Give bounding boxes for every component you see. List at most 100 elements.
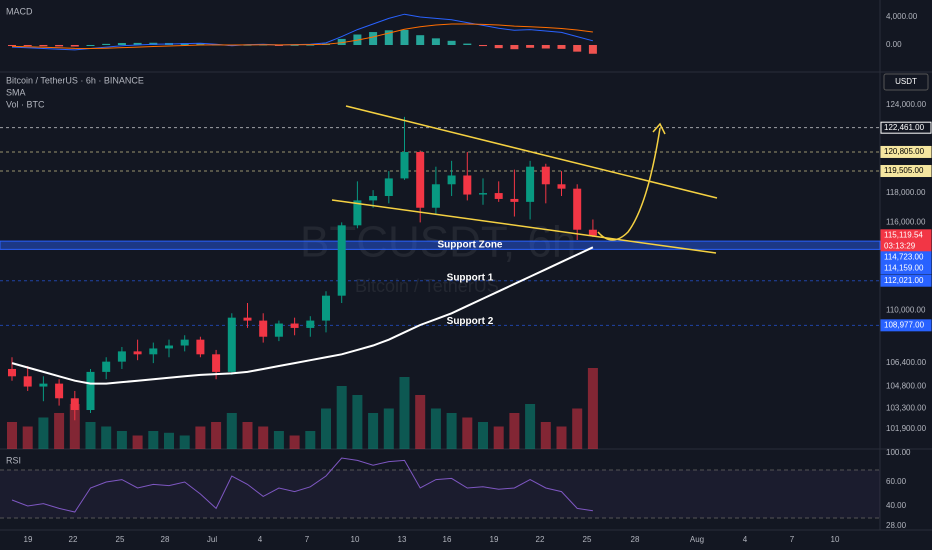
- volume-bar: [7, 422, 17, 449]
- candle-body: [39, 383, 48, 387]
- volume-bar: [446, 413, 457, 449]
- macd-hist: [447, 40, 456, 45]
- macd-hist: [416, 35, 425, 45]
- candle-body: [447, 175, 456, 185]
- volume-bar: [556, 426, 567, 449]
- time-tick-label: 25: [583, 535, 592, 544]
- candle-body: [306, 320, 315, 328]
- candle-body: [510, 198, 519, 202]
- macd-hist: [541, 45, 550, 49]
- macd-hist: [39, 45, 48, 47]
- candle-body: [463, 175, 472, 195]
- annotation: Support 2: [447, 316, 494, 327]
- macd-hist: [102, 43, 111, 45]
- candle-body: [274, 323, 283, 337]
- time-tick-label: 4: [743, 535, 748, 544]
- time-tick-label: 19: [24, 535, 33, 544]
- macd-hist: [463, 43, 472, 45]
- price-tag: [880, 145, 932, 158]
- macd-hist: [573, 45, 582, 52]
- candle-body: [23, 376, 32, 387]
- volume-bar: [321, 408, 331, 449]
- price-tag-label: 119,505.00: [884, 166, 924, 175]
- currency-box[interactable]: [883, 73, 929, 91]
- volume-bar: [22, 426, 33, 449]
- macd-hist: [337, 38, 346, 45]
- price-tag-label: 114,723.00: [884, 252, 924, 261]
- volume-bar: [509, 413, 520, 449]
- volume-bar: [242, 422, 253, 449]
- price-tag: [880, 121, 932, 134]
- trendline: [331, 199, 717, 254]
- price-tick-label: 106,400.00: [886, 358, 927, 367]
- volume-bar: [336, 386, 347, 449]
- candle-body: [70, 398, 79, 411]
- volume-bar: [352, 395, 363, 449]
- macd-hist: [384, 30, 393, 45]
- price-tick-label: 116,000.00: [886, 217, 926, 226]
- candle-body: [573, 188, 582, 230]
- time-tick-label: 10: [351, 535, 360, 544]
- volume-bar: [399, 377, 410, 449]
- macd-hist: [557, 45, 566, 49]
- volume-bar: [540, 422, 551, 449]
- support-zone: [0, 240, 881, 250]
- time-tick-label: 7: [790, 535, 795, 544]
- macd-hist: [510, 45, 519, 50]
- candle-body: [117, 351, 126, 362]
- volume-bar: [69, 404, 80, 449]
- macd-hist: [494, 45, 503, 49]
- macd-hist: [8, 45, 16, 46]
- annotation: Support 1: [447, 272, 494, 283]
- time-tick-label: Jul: [207, 535, 217, 544]
- candle-body: [102, 361, 111, 372]
- candle-body: [526, 166, 535, 202]
- macd-hist: [290, 44, 299, 46]
- currency[interactable]: USDT: [895, 77, 917, 86]
- time-tick-label: 13: [398, 535, 407, 544]
- macd-hist: [526, 45, 535, 48]
- candle-body: [212, 354, 221, 372]
- volume-bar: [54, 413, 65, 449]
- volume-bar: [164, 432, 174, 449]
- macd-hist: [55, 45, 64, 47]
- plot: 124,000.00 118,000.00 116,000.00 110,000.00…: [0, 12, 932, 544]
- price-tag-label: 114,159.00: [884, 263, 924, 272]
- price-tag-label: 108,977.00: [884, 320, 925, 329]
- macd-tick-label: 0.00: [886, 40, 902, 49]
- time-tick-label: Aug: [690, 535, 704, 544]
- time-tick-label: 28: [631, 535, 640, 544]
- candle-body: [180, 339, 189, 346]
- price-tag: [880, 274, 932, 287]
- volume-bar: [211, 422, 222, 449]
- time-tick-label: 28: [161, 535, 170, 544]
- price-tag-label: 115,119.54: [884, 230, 923, 239]
- candle-body: [494, 193, 503, 199]
- candle-body: [133, 351, 142, 355]
- candle-body: [322, 295, 330, 321]
- volume-bar: [572, 408, 583, 449]
- candle-body: [86, 371, 95, 411]
- macd-hist: [196, 43, 205, 45]
- indicator: SMA: [6, 87, 26, 97]
- macd-hist: [133, 42, 142, 45]
- candle-body: [384, 178, 393, 197]
- sma-line: [11, 246, 594, 385]
- volume-bar: [148, 431, 159, 449]
- rsi-band: [0, 470, 880, 518]
- volume-bar: [132, 435, 143, 449]
- volume-bar: [226, 413, 237, 449]
- volume-bar: [38, 417, 49, 449]
- price-tag-label: 112,021.00: [884, 276, 924, 285]
- volume-bar: [258, 426, 269, 449]
- volume-bar: [415, 395, 426, 449]
- candle-body: [165, 345, 173, 349]
- price-tag: [880, 319, 932, 332]
- price-tick-label: 118,000.00: [886, 188, 926, 197]
- volume-bar: [587, 368, 598, 449]
- volume-bar: [289, 435, 300, 449]
- time-tick-label: 10: [831, 535, 840, 544]
- time-tick-label: 4: [258, 535, 263, 544]
- trendline: [345, 105, 718, 199]
